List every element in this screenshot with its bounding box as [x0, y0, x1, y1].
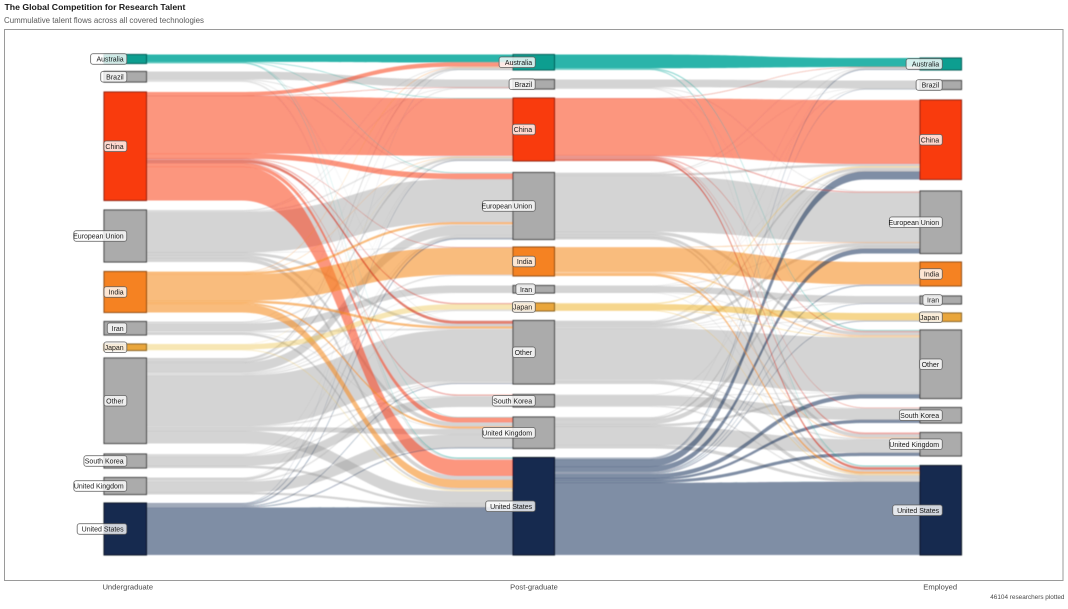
- svg-text:India: India: [517, 259, 532, 266]
- svg-text:Employed: Employed: [923, 583, 957, 592]
- svg-text:Other: Other: [515, 350, 533, 357]
- svg-text:United Kingdom: United Kingdom: [889, 442, 939, 449]
- svg-text:Australia: Australia: [912, 62, 939, 69]
- svg-text:United States: United States: [897, 508, 940, 515]
- svg-text:South Korea: South Korea: [900, 413, 939, 420]
- svg-text:European Union: European Union: [889, 220, 940, 227]
- svg-text:China: China: [105, 144, 123, 151]
- svg-text:Undergraduate: Undergraduate: [102, 583, 153, 592]
- svg-text:Other: Other: [106, 398, 124, 405]
- svg-text:United States: United States: [490, 504, 533, 511]
- svg-text:India: India: [924, 272, 939, 279]
- svg-text:South Korea: South Korea: [493, 398, 532, 405]
- svg-text:India: India: [109, 290, 124, 297]
- svg-text:Iran: Iran: [927, 298, 939, 305]
- svg-text:European Union: European Union: [73, 234, 124, 241]
- svg-text:Japan: Japan: [105, 345, 124, 352]
- svg-text:Iran: Iran: [112, 326, 124, 333]
- svg-text:China: China: [921, 137, 939, 144]
- svg-text:Japan: Japan: [920, 315, 939, 322]
- svg-text:European Union: European Union: [482, 204, 533, 211]
- svg-text:United Kingdom: United Kingdom: [74, 484, 124, 491]
- svg-text:Iran: Iran: [520, 287, 532, 294]
- svg-text:46104 researchers plotted: 46104 researchers plotted: [990, 594, 1065, 601]
- svg-text:Other: Other: [922, 362, 940, 369]
- svg-text:Brazil: Brazil: [922, 83, 940, 90]
- svg-text:United States: United States: [82, 527, 125, 534]
- svg-text:Australia: Australia: [505, 60, 532, 67]
- svg-text:China: China: [514, 127, 532, 134]
- svg-text:Japan: Japan: [513, 305, 532, 312]
- svg-text:United Kingdom: United Kingdom: [482, 430, 532, 437]
- svg-text:Brazil: Brazil: [106, 74, 124, 81]
- svg-text:South Korea: South Korea: [85, 459, 124, 466]
- svg-text:Post-graduate: Post-graduate: [510, 583, 558, 592]
- svg-text:Australia: Australia: [96, 57, 123, 64]
- svg-text:Brazil: Brazil: [515, 82, 533, 89]
